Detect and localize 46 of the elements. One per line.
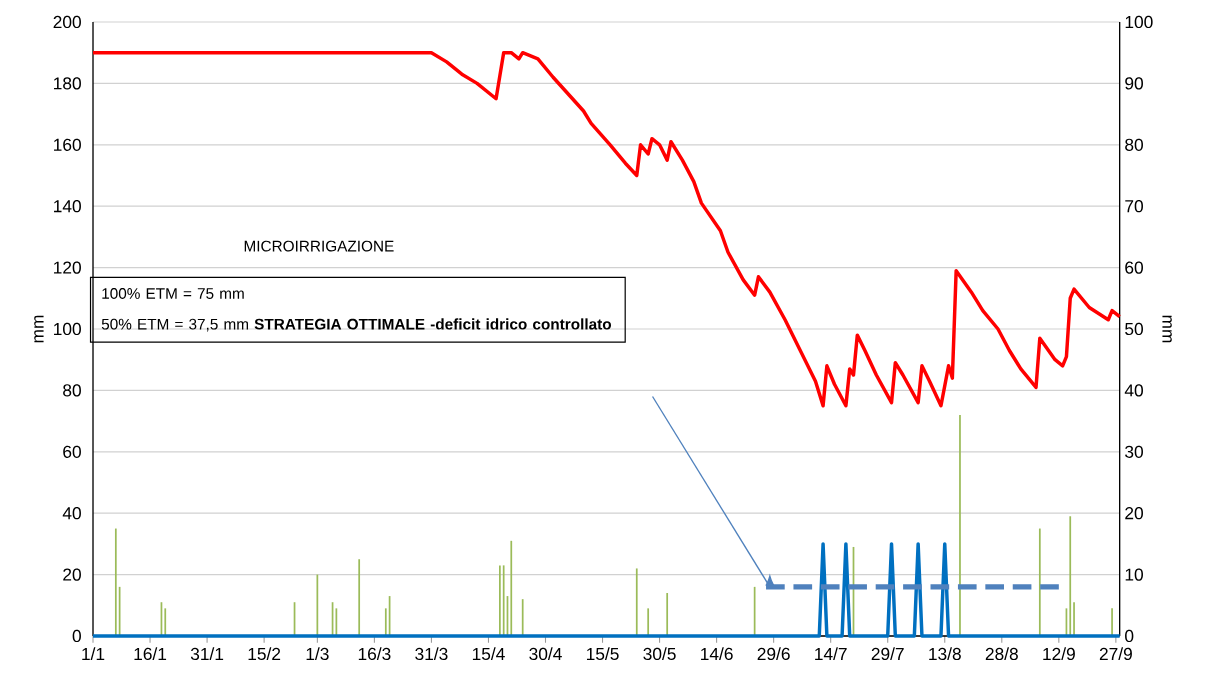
- x-tick-label: 27/9: [1099, 647, 1132, 661]
- y2-tick-label: 30: [1125, 445, 1143, 458]
- annotation: 50% ETM = 37,5 mm STRATEGIA OTTIMALE -deficit idrico controllato: [101, 318, 612, 332]
- y2-tick-label: 0: [1125, 629, 1134, 643]
- y2-tick-label: 90: [1125, 77, 1143, 90]
- y-tick-label: 0: [72, 629, 81, 643]
- x-tick-label: 30/4: [529, 647, 562, 661]
- y2-axis-title: mm: [1162, 315, 1172, 343]
- y-tick-label: 60: [63, 445, 81, 458]
- annotation: MICROIRRIGAZIONE: [244, 240, 394, 252]
- x-tick-label: 16/3: [358, 647, 391, 661]
- y-tick-label: 200: [53, 15, 81, 29]
- y2-tick-label: 20: [1125, 507, 1143, 520]
- y-tick-label: 120: [54, 261, 81, 274]
- x-tick-label: 13/8: [929, 647, 961, 661]
- x-tick-label: 31/3: [415, 647, 448, 661]
- y2-tick-label: 10: [1125, 568, 1143, 581]
- y2-tick-label: 50: [1125, 322, 1143, 336]
- y2-tick-label: 70: [1125, 200, 1143, 213]
- y2-tick-label: 40: [1124, 384, 1143, 397]
- y2-tick-label: 100: [1125, 15, 1153, 29]
- x-tick-label: 15/4: [472, 647, 505, 661]
- y-tick-label: 140: [54, 200, 81, 213]
- x-tick-label: 29/6: [757, 647, 790, 661]
- x-tick-label: 15/5: [586, 647, 619, 661]
- y-axis-title: mm: [34, 315, 44, 343]
- y-tick-label: 80: [63, 384, 81, 397]
- x-tick-label: 15/2: [248, 647, 281, 661]
- y-tick-label: 20: [63, 568, 81, 581]
- x-tick-label: 14/7: [815, 647, 847, 661]
- x-tick-label: 14/6: [701, 647, 733, 661]
- y2-tick-label: 80: [1125, 138, 1143, 151]
- y2-tick-label: 60: [1125, 261, 1143, 274]
- x-tick-label: 29/7: [871, 647, 904, 661]
- x-tick-label: 28/8: [985, 647, 1018, 661]
- x-tick-label: 31/1: [190, 647, 224, 661]
- x-tick-label: 1/1: [82, 647, 105, 661]
- annotation: 100% ETM = 75 mm: [102, 288, 244, 299]
- x-tick-label: 12/9: [1043, 647, 1075, 661]
- x-tick-label: 30/5: [643, 647, 676, 661]
- y-tick-label: 40: [62, 507, 81, 520]
- x-tick-label: 1/3: [306, 647, 329, 661]
- y-tick-label: 160: [54, 138, 81, 151]
- y-tick-label: 180: [54, 77, 81, 90]
- y-tick-label: 100: [54, 322, 81, 336]
- x-tick-label: 16/1: [134, 647, 167, 661]
